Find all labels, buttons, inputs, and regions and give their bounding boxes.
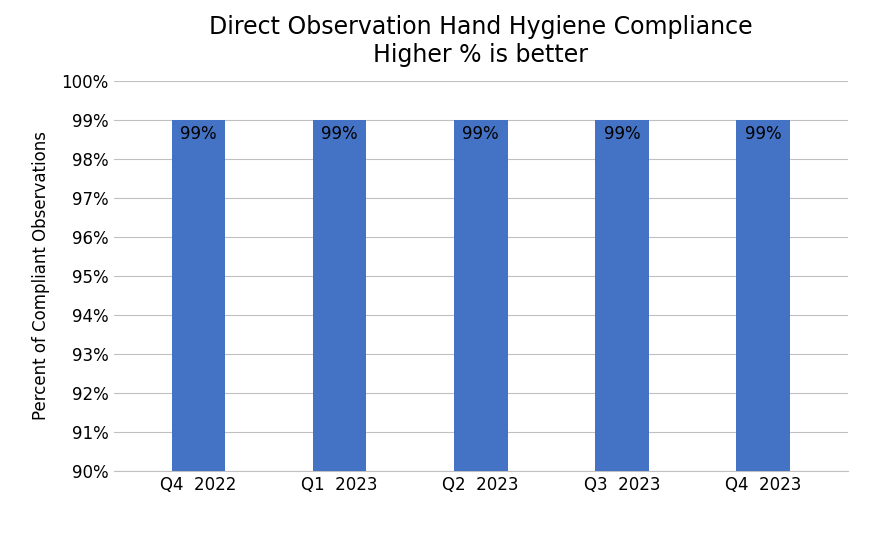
Text: 99%: 99% [322,125,357,143]
Y-axis label: Percent of Compliant Observations: Percent of Compliant Observations [32,131,51,420]
Bar [171,120,225,471]
Bar [313,120,366,471]
Title: Direct Observation Hand Hygiene Compliance
Higher % is better: Direct Observation Hand Hygiene Complian… [209,15,753,67]
Bar [595,120,649,471]
Text: 99%: 99% [604,125,640,143]
Bar [736,120,790,471]
Text: 99%: 99% [745,125,781,143]
Bar [454,120,508,471]
Text: 99%: 99% [180,125,217,143]
Text: 99%: 99% [462,125,499,143]
